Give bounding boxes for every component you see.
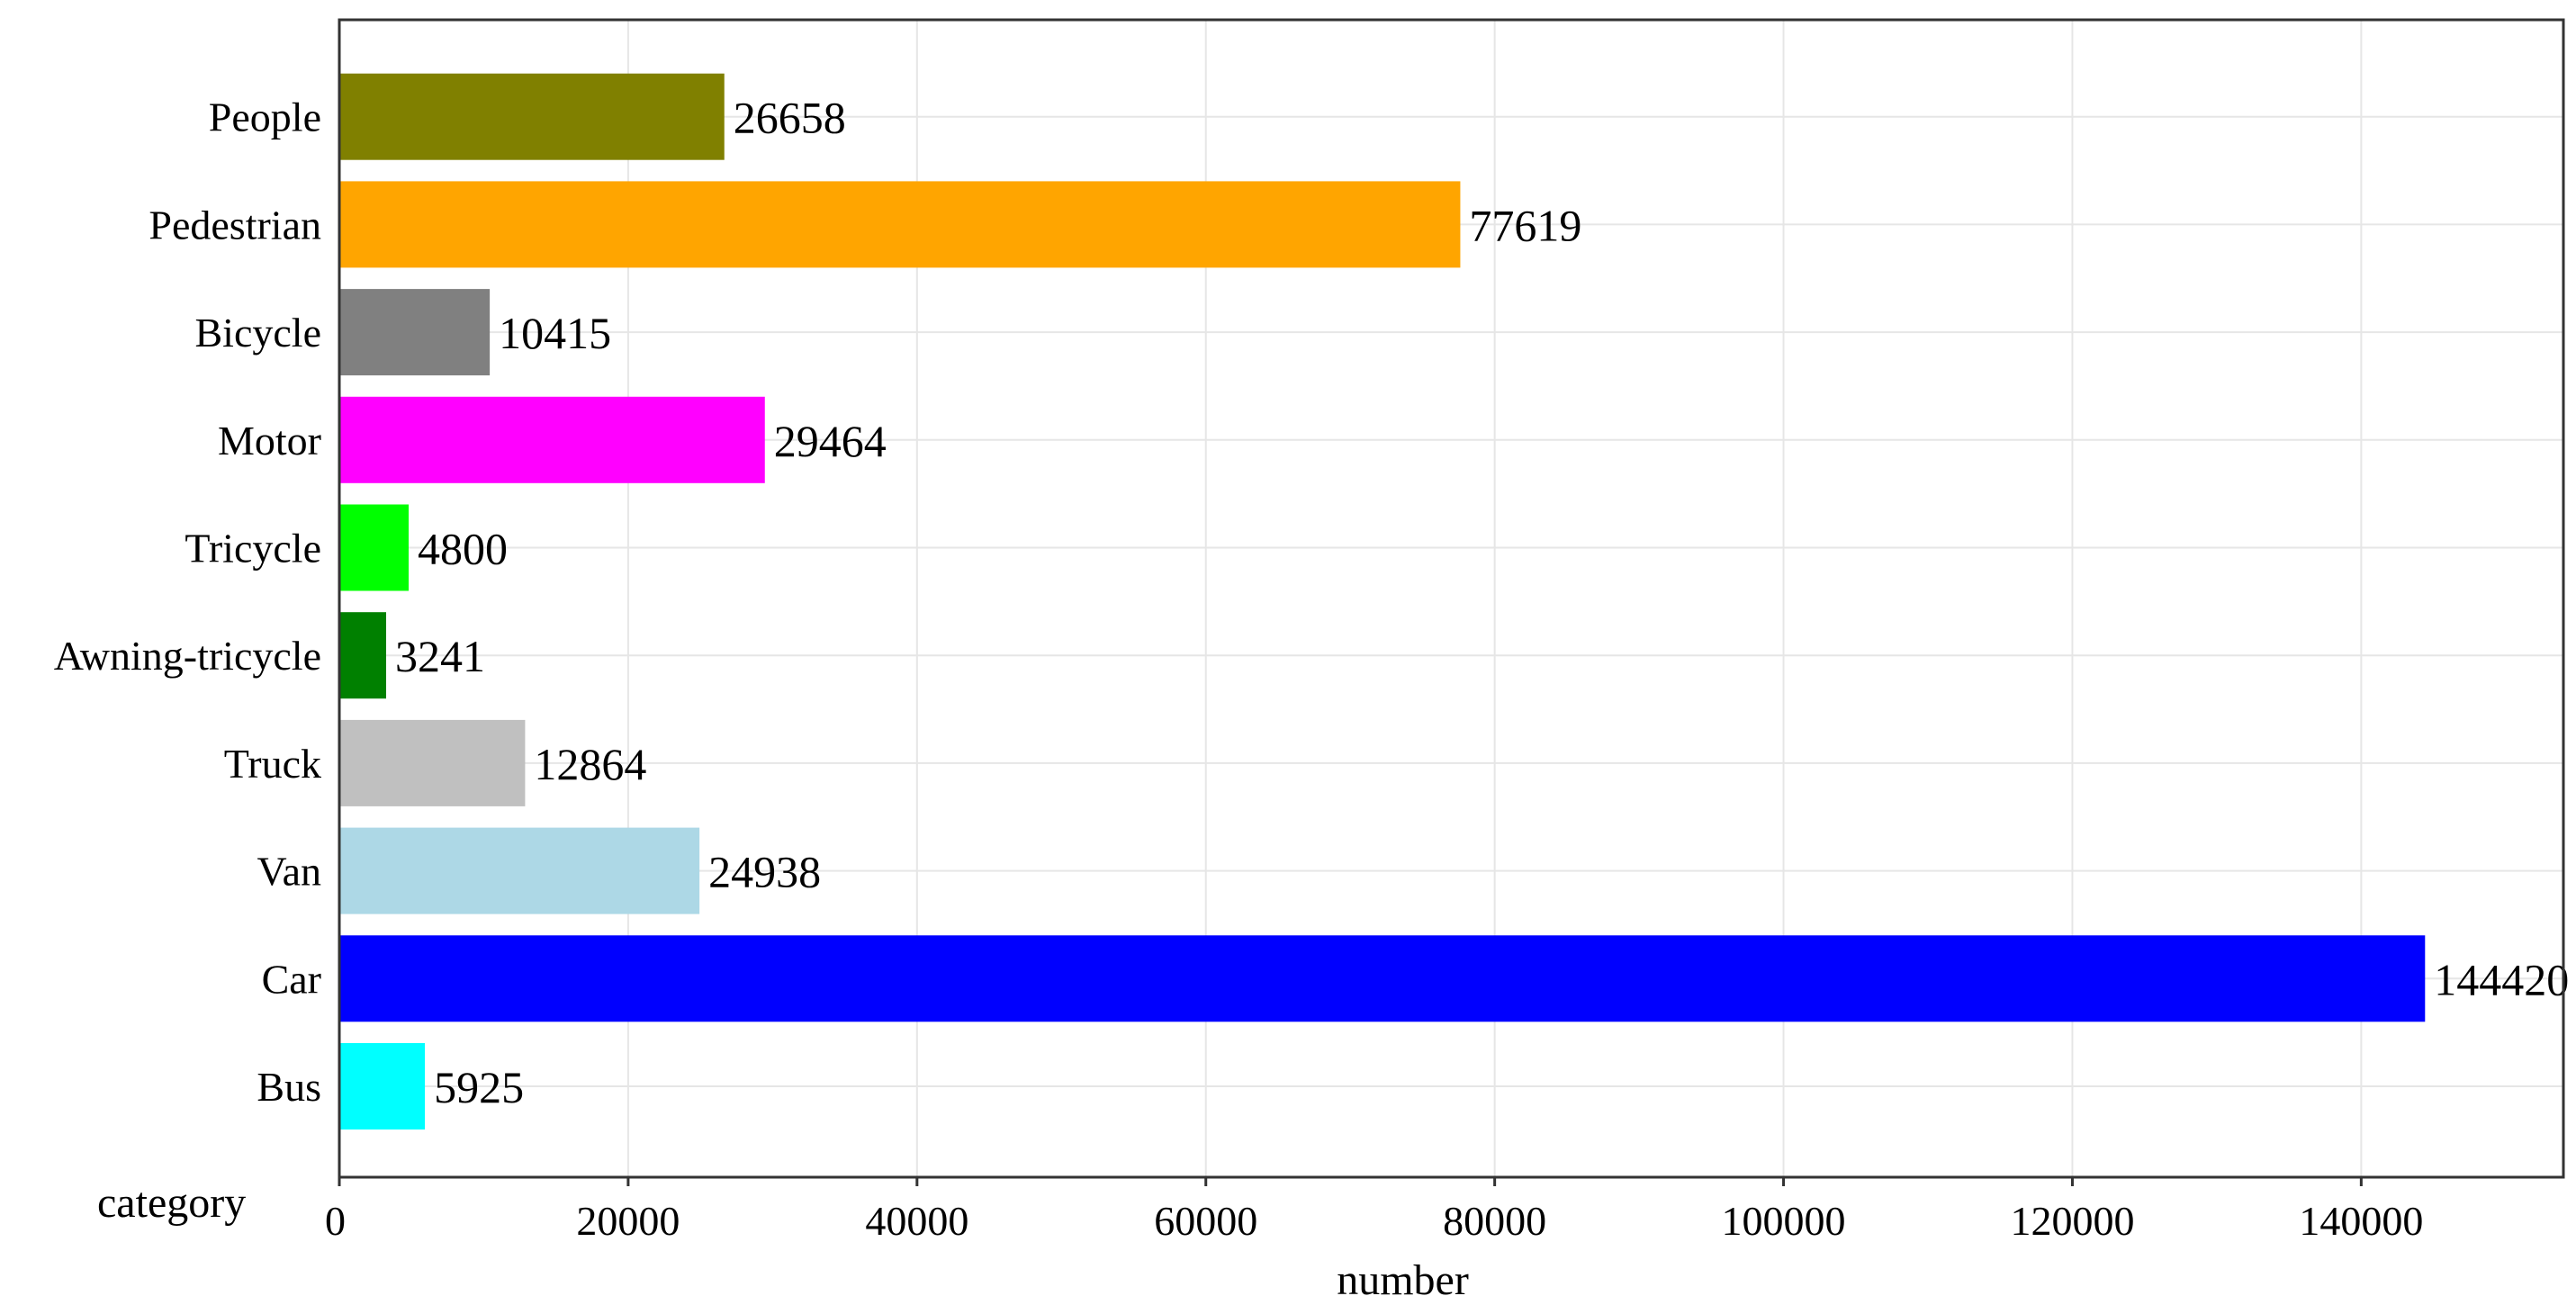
bars bbox=[339, 73, 2426, 1130]
x-tick-label-6: 120000 bbox=[2010, 1198, 2134, 1244]
bar-bus bbox=[339, 1043, 426, 1130]
x-tick-label-5: 100000 bbox=[1722, 1198, 1846, 1244]
bar-awning-tricycle bbox=[339, 612, 387, 699]
category-label-motor: Motor bbox=[218, 418, 321, 464]
category-label-bus: Bus bbox=[257, 1064, 321, 1110]
category-label-tricycle: Tricycle bbox=[185, 526, 321, 572]
bar-van bbox=[339, 827, 700, 914]
x-tick-label-0: 0 bbox=[325, 1198, 346, 1244]
bar-car bbox=[339, 935, 2426, 1022]
bar-pedestrian bbox=[339, 181, 1461, 268]
category-label-bicycle: Bicycle bbox=[195, 310, 322, 356]
data-label-pedestrian: 77619 bbox=[1469, 200, 1581, 250]
data-label-awning-tricycle: 3241 bbox=[395, 631, 485, 681]
bar-bicycle bbox=[339, 289, 491, 376]
data-label-motor: 29464 bbox=[774, 416, 887, 466]
x-tick-label-2: 40000 bbox=[865, 1198, 968, 1244]
category-label-truck: Truck bbox=[224, 741, 321, 787]
bar-truck bbox=[339, 719, 526, 806]
data-label-car: 144420 bbox=[2434, 954, 2569, 1004]
category-label-people: People bbox=[209, 94, 321, 140]
x-axis-ticks: 0 20000 40000 60000 80000 100000 120000 140000 bbox=[325, 1177, 2423, 1244]
data-label-bicycle: 10415 bbox=[499, 308, 611, 358]
data-labels: 5925 144420 24938 12864 3241 4800 29464 10415 77… bbox=[395, 93, 2569, 1112]
plot-frame bbox=[338, 18, 2565, 1179]
data-label-people: 26658 bbox=[734, 93, 846, 143]
category-label-car: Car bbox=[262, 956, 321, 1002]
bar-tricycle bbox=[339, 504, 410, 591]
x-tick-label-4: 80000 bbox=[1443, 1198, 1546, 1244]
data-label-truck: 12864 bbox=[534, 739, 646, 789]
x-tick-label-3: 60000 bbox=[1154, 1198, 1257, 1244]
x-tick-label-1: 20000 bbox=[576, 1198, 680, 1244]
x-axis-title: number bbox=[1337, 1256, 1469, 1304]
category-label-van: Van bbox=[257, 849, 321, 895]
category-label-awning-tricycle: Awning-tricycle bbox=[54, 633, 321, 679]
y-axis-title: category bbox=[97, 1179, 246, 1227]
data-label-tricycle: 4800 bbox=[418, 524, 508, 574]
x-tick-label-7: 140000 bbox=[2299, 1198, 2423, 1244]
category-label-pedestrian: Pedestrian bbox=[149, 202, 321, 248]
data-label-bus: 5925 bbox=[434, 1062, 524, 1112]
bar-people bbox=[339, 73, 725, 160]
category-labels: Bus Car Van Truck Awning-tricycle Tricycle Mot… bbox=[54, 94, 321, 1110]
data-label-van: 24938 bbox=[708, 847, 821, 897]
bar-motor bbox=[339, 396, 765, 483]
